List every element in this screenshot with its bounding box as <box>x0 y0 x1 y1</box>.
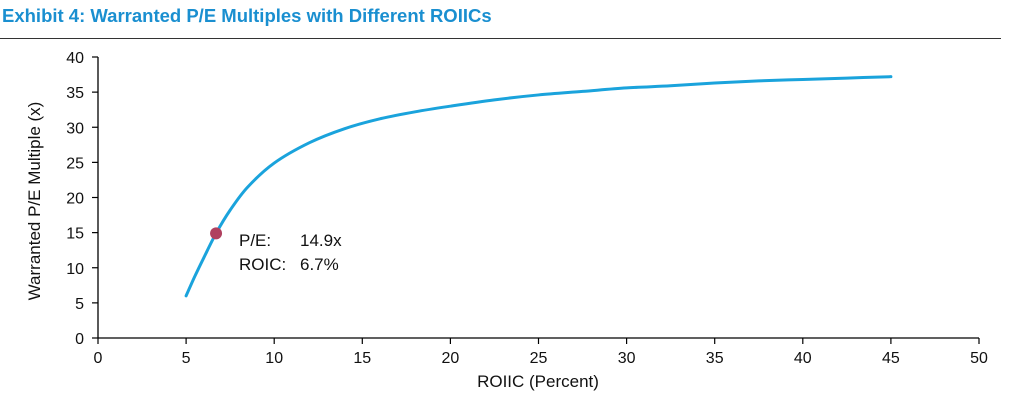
annotation-pe-label: P/E: <box>239 231 271 250</box>
y-tick-label: 10 <box>66 261 84 278</box>
x-tick-label: 5 <box>182 350 191 367</box>
annotation-pe-value: 14.9x <box>300 231 342 250</box>
y-tick-label: 35 <box>66 85 84 102</box>
chart-axes <box>97 57 979 339</box>
x-tick-label: 45 <box>882 350 900 367</box>
x-axis-ticks: 0 5 10 15 20 25 30 35 40 45 50 <box>94 338 988 367</box>
x-tick-label: 50 <box>970 350 988 367</box>
annotation-roic-value: 6.7% <box>300 255 339 274</box>
annotation-roic-label: ROIC: <box>239 255 286 274</box>
title-divider <box>0 38 1001 39</box>
y-tick-label: 20 <box>66 191 84 208</box>
x-axis-label: ROIIC (Percent) <box>477 372 599 391</box>
y-tick-label: 5 <box>75 296 84 313</box>
y-axis-label: Warranted P/E Multiple (x) <box>25 102 44 301</box>
x-tick-label: 10 <box>265 350 283 367</box>
y-tick-label: 40 <box>66 50 84 67</box>
highlight-point-marker <box>210 227 223 240</box>
chart-title: Exhibit 4: Warranted P/E Multiples with … <box>2 5 492 26</box>
x-tick-label: 25 <box>530 350 548 367</box>
x-tick-label: 30 <box>618 350 636 367</box>
y-axis-ticks: 0 5 10 15 20 25 30 35 40 <box>66 50 98 348</box>
series-line <box>184 75 893 298</box>
x-tick-label: 35 <box>706 350 724 367</box>
x-tick-label: 15 <box>353 350 371 367</box>
x-tick-label: 20 <box>442 350 460 367</box>
y-tick-label: 30 <box>66 120 84 137</box>
x-tick-label: 0 <box>94 350 103 367</box>
y-tick-label: 25 <box>66 155 84 172</box>
x-tick-label: 40 <box>794 350 812 367</box>
highlight-annotation: P/E: 14.9x ROIC: 6.7% <box>239 231 342 274</box>
y-tick-label: 15 <box>66 226 84 243</box>
y-tick-label: 0 <box>75 331 84 348</box>
